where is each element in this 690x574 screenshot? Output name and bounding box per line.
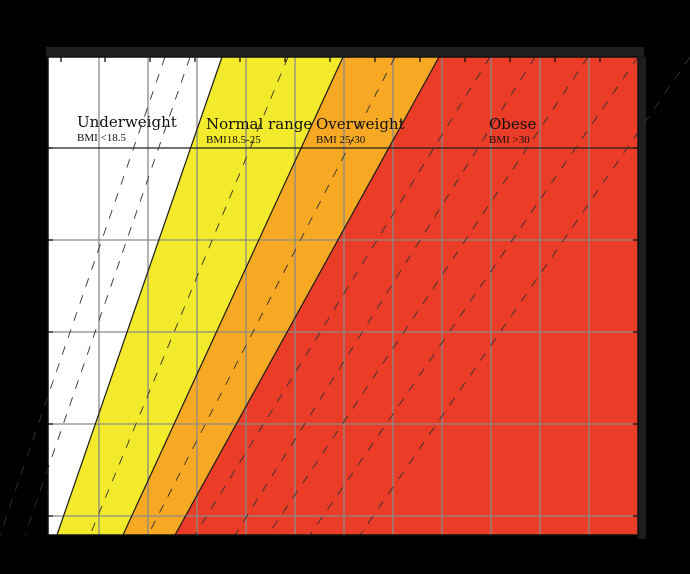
label-overweight-sub: BMI 25-30 [316,134,366,146]
zone-overweight [123,57,439,535]
boundary-25 [122,56,344,536]
label-underweight-title: Underweight [77,113,177,131]
plot-area [0,56,690,536]
zone-normal [57,57,343,535]
label-overweight-title: Overweight [316,115,405,133]
label-normal-title: Normal range [206,115,312,133]
label-obese-title: Obese [489,115,536,133]
boundary-18-5 [56,56,223,536]
zone-obese [175,57,638,535]
boundary-30 [174,56,440,536]
top-axis-bar [46,47,644,57]
zone-underweight [48,57,222,535]
dashed-guide-lines [0,56,690,536]
label-normal-sub: BMI18.5-25 [206,134,261,146]
zone-labels: Underweight BMI <18.5 Normal range BMI18… [77,113,536,146]
label-underweight-sub: BMI <18.5 [77,132,126,144]
label-obese-sub: BMI >30 [489,134,530,146]
right-axis-bar [638,57,646,539]
axis-ticks [48,57,638,517]
bmi-boundaries [56,56,440,536]
plot-border [47,56,639,536]
horizontal-gridlines [48,239,638,517]
vertical-gridlines [98,57,590,535]
